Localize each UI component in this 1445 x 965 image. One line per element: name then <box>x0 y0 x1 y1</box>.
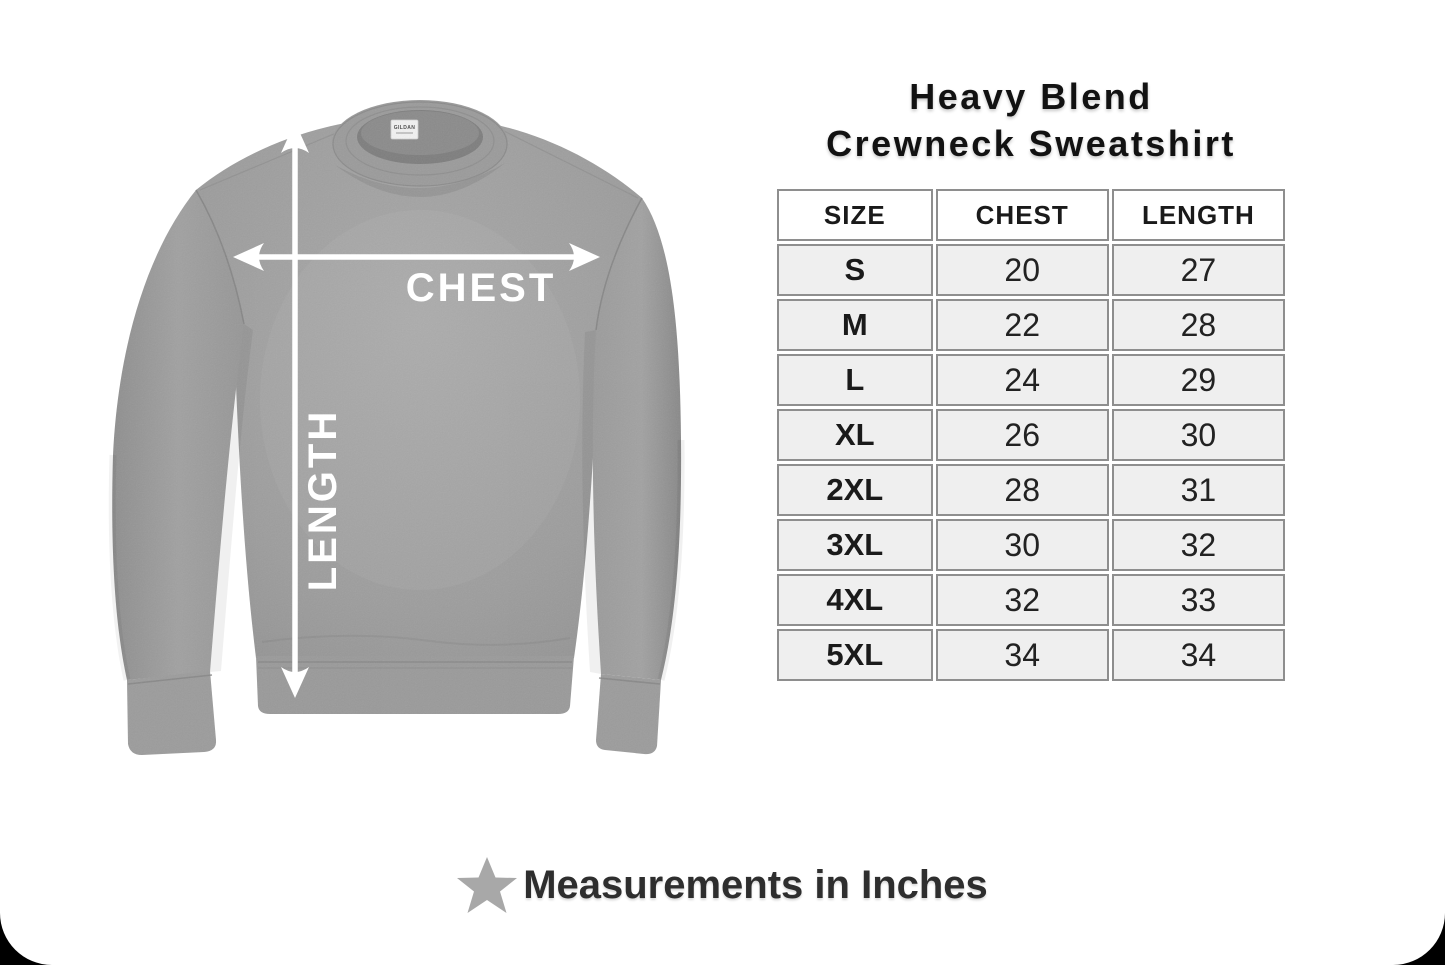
chest-cell: 28 <box>935 464 1109 516</box>
chest-cell: 26 <box>935 409 1109 461</box>
chest-arrowhead-right <box>569 243 600 271</box>
length-cell: 30 <box>1111 409 1285 461</box>
chest-cell: 20 <box>935 244 1109 296</box>
heather-texture <box>112 100 682 755</box>
length-cell: 29 <box>1111 354 1285 406</box>
chest-arrow <box>233 243 600 271</box>
table-row: L 24 29 <box>777 354 1285 406</box>
size-cell: 2XL <box>777 464 933 516</box>
size-table: SIZE CHEST LENGTH S 20 27 M 22 28 L <box>774 186 1288 684</box>
table-row: 4XL 32 33 <box>777 574 1285 626</box>
chest-cell: 22 <box>935 299 1109 351</box>
length-cell: 34 <box>1111 629 1285 681</box>
sweatshirt-illustration: GILDAN CHES <box>108 100 685 755</box>
size-cell: 4XL <box>777 574 933 626</box>
star-icon <box>457 857 518 913</box>
length-arrow <box>281 122 309 698</box>
size-cell: M <box>777 299 933 351</box>
size-cell: L <box>777 354 933 406</box>
product-title-line1: Heavy Blend <box>909 76 1153 117</box>
measurement-note-text: Measurements in Inches <box>523 862 988 907</box>
size-cell: 5XL <box>777 629 933 681</box>
length-cell: 27 <box>1111 244 1285 296</box>
table-row: 2XL 28 31 <box>777 464 1285 516</box>
chest-arrowhead-left <box>233 243 264 271</box>
length-cell: 33 <box>1111 574 1285 626</box>
col-header-length: LENGTH <box>1111 189 1285 241</box>
chest-measure-label: CHEST <box>406 266 557 310</box>
chest-cell: 30 <box>935 519 1109 571</box>
table-row: M 22 28 <box>777 299 1285 351</box>
length-measure-label: LENGTH <box>301 409 345 591</box>
table-row: 5XL 34 34 <box>777 629 1285 681</box>
chest-cell: 32 <box>935 574 1109 626</box>
size-cell: XL <box>777 409 933 461</box>
chest-cell: 24 <box>935 354 1109 406</box>
length-cell: 28 <box>1111 299 1285 351</box>
sweatshirt-diagram: GILDAN CHES <box>0 0 760 800</box>
product-title: Heavy Blend Crewneck Sweatshirt <box>774 73 1288 167</box>
size-cell: 3XL <box>777 519 933 571</box>
size-cell: S <box>777 244 933 296</box>
col-header-chest: CHEST <box>935 189 1109 241</box>
measurement-note: Measurements in Inches <box>0 850 1445 920</box>
product-title-line2: Crewneck Sweatshirt <box>826 123 1236 164</box>
chest-cell: 34 <box>935 629 1109 681</box>
length-arrowhead-top <box>281 122 309 153</box>
length-cell: 32 <box>1111 519 1285 571</box>
length-cell: 31 <box>1111 464 1285 516</box>
length-arrowhead-bottom <box>281 667 309 698</box>
table-row: 3XL 30 32 <box>777 519 1285 571</box>
table-row: S 20 27 <box>777 244 1285 296</box>
table-row: XL 26 30 <box>777 409 1285 461</box>
table-header-row: SIZE CHEST LENGTH <box>777 189 1285 241</box>
col-header-size: SIZE <box>777 189 933 241</box>
